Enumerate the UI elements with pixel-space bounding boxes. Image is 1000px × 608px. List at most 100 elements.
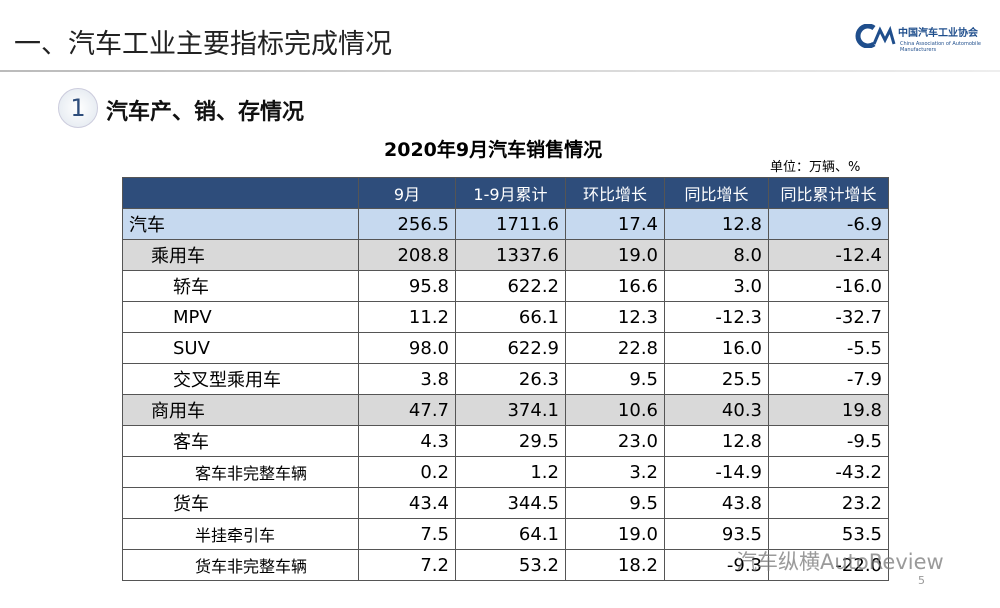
- table-cell: 9.5: [565, 363, 665, 395]
- table-cell: 0.2: [358, 456, 456, 488]
- table-cell: 19.0: [565, 239, 665, 271]
- table-row: 货车非完整车辆 7.2 53.2 18.2 -9.3 -22.0: [122, 549, 889, 581]
- table-row: MPV 11.2 66.1 12.3 -12.3 -32.7: [122, 301, 889, 333]
- row-label: 客车: [122, 425, 359, 457]
- table-cell: 25.5: [664, 363, 769, 395]
- watermark: 汽车纵横AutoReview: [736, 550, 944, 574]
- table-cell: 53.5: [768, 518, 889, 550]
- table-cell: 98.0: [358, 332, 456, 364]
- table-cell: 66.1: [455, 301, 566, 333]
- table-cell: 53.2: [455, 549, 566, 581]
- table-cell: 10.6: [565, 394, 665, 426]
- table-cell: 11.2: [358, 301, 456, 333]
- slide-title: 一、汽车工业主要指标完成情况: [14, 29, 392, 60]
- row-label: 轿车: [122, 270, 359, 302]
- column-header: 同比累计增长: [768, 177, 889, 209]
- table-cell: 9.5: [565, 487, 665, 519]
- column-header: 9月: [358, 177, 456, 209]
- table-cell: 43.8: [664, 487, 769, 519]
- table-cell: 12.8: [664, 208, 769, 240]
- row-label: 乘用车: [122, 239, 359, 271]
- table-cell: 19.0: [565, 518, 665, 550]
- table-cell: 208.8: [358, 239, 456, 271]
- table-cell: 8.0: [664, 239, 769, 271]
- logo-text: 中国汽车工业协会: [898, 28, 978, 39]
- table-cell: -5.5: [768, 332, 889, 364]
- table-row: 商用车 47.7 374.1 10.6 40.3 19.8: [122, 394, 889, 426]
- table-cell: 16.0: [664, 332, 769, 364]
- table-cell: 1.2: [455, 456, 566, 488]
- table-cell: 22.8: [565, 332, 665, 364]
- table-cell: 93.5: [664, 518, 769, 550]
- row-label: 货车: [122, 487, 359, 519]
- table-cell: 3.0: [664, 270, 769, 302]
- table-cell: 23.2: [768, 487, 889, 519]
- title-rule: [0, 70, 1000, 72]
- table-title: 2020年9月汽车销售情况: [384, 139, 603, 161]
- table-cell: 18.2: [565, 549, 665, 581]
- table-cell: -43.2: [768, 456, 889, 488]
- column-header: [122, 177, 359, 209]
- table-cell: -32.7: [768, 301, 889, 333]
- section-title: 汽车产、销、存情况: [106, 100, 305, 125]
- section-number: 1: [58, 88, 98, 128]
- table-cell: 7.5: [358, 518, 456, 550]
- table-cell: 26.3: [455, 363, 566, 395]
- table-row: 客车 4.3 29.5 23.0 12.8 -9.5: [122, 425, 889, 457]
- table-cell: 16.6: [565, 270, 665, 302]
- column-header: 同比增长: [664, 177, 769, 209]
- row-label: 客车非完整车辆: [122, 456, 359, 488]
- table-row: SUV 98.0 622.9 22.8 16.0 -5.5: [122, 332, 889, 364]
- table-cell: 23.0: [565, 425, 665, 457]
- logo-icon: [855, 24, 896, 48]
- table-cell: 1711.6: [455, 208, 566, 240]
- table-row: 半挂牵引车 7.5 64.1 19.0 93.5 53.5: [122, 518, 889, 550]
- table-row: 客车非完整车辆 0.2 1.2 3.2 -14.9 -43.2: [122, 456, 889, 488]
- table-unit: 单位：万辆、%: [770, 160, 861, 175]
- table-cell: 622.9: [455, 332, 566, 364]
- table-cell: 622.2: [455, 270, 566, 302]
- table-cell: 3.8: [358, 363, 456, 395]
- table-cell: -9.5: [768, 425, 889, 457]
- row-label: 汽车: [122, 208, 359, 240]
- table-cell: -16.0: [768, 270, 889, 302]
- row-label: 货车非完整车辆: [122, 549, 359, 581]
- page-number: 5: [918, 574, 925, 587]
- row-label: 半挂牵引车: [122, 518, 359, 550]
- table-row: 轿车 95.8 622.2 16.6 3.0 -16.0: [122, 270, 889, 302]
- table-cell: 95.8: [358, 270, 456, 302]
- column-header: 1-9月累计: [455, 177, 566, 209]
- table-cell: 19.8: [768, 394, 889, 426]
- table-cell: 40.3: [664, 394, 769, 426]
- column-header: 环比增长: [565, 177, 665, 209]
- data-table: 9月 1-9月累计 环比增长 同比增长 同比累计增长 汽车 256.5 1711.6 17.4 1…: [122, 177, 889, 581]
- table-row: 汽车 256.5 1711.6 17.4 12.8 -6.9: [122, 208, 889, 240]
- table-row: 货车 43.4 344.5 9.5 43.8 23.2: [122, 487, 889, 519]
- table-cell: 29.5: [455, 425, 566, 457]
- row-label: 商用车: [122, 394, 359, 426]
- table-cell: 344.5: [455, 487, 566, 519]
- table-cell: -12.4: [768, 239, 889, 271]
- table-row: 乘用车 208.8 1337.6 19.0 8.0 -12.4: [122, 239, 889, 271]
- table-cell: 7.2: [358, 549, 456, 581]
- logo-subtext: China Association of Automobile Manufact…: [900, 41, 981, 53]
- table-cell: -6.9: [768, 208, 889, 240]
- table-row: 交叉型乘用车 3.8 26.3 9.5 25.5 -7.9: [122, 363, 889, 395]
- table-cell: -14.9: [664, 456, 769, 488]
- table-cell: -7.9: [768, 363, 889, 395]
- table-cell: 256.5: [358, 208, 456, 240]
- table-cell: -12.3: [664, 301, 769, 333]
- table-cell: 17.4: [565, 208, 665, 240]
- table-cell: 4.3: [358, 425, 456, 457]
- table-cell: 1337.6: [455, 239, 566, 271]
- table-cell: 43.4: [358, 487, 456, 519]
- table-cell: 47.7: [358, 394, 456, 426]
- table-cell: -22.0: [768, 549, 889, 581]
- row-label: MPV: [122, 301, 359, 333]
- table-cell: 12.8: [664, 425, 769, 457]
- table-cell: 374.1: [455, 394, 566, 426]
- table-cell: 12.3: [565, 301, 665, 333]
- row-label: 交叉型乘用车: [122, 363, 359, 395]
- row-label: SUV: [122, 332, 359, 364]
